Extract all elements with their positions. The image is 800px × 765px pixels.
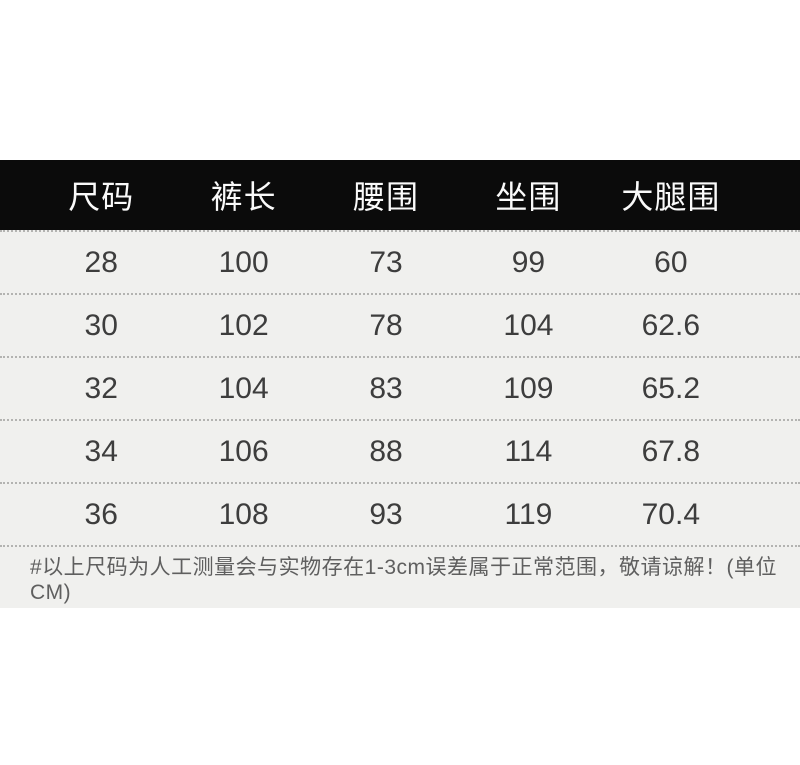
waist-cell: 93 — [369, 497, 403, 531]
col-header-hip: 坐围 — [495, 179, 562, 215]
thigh-cell: 65.2 — [641, 371, 701, 405]
waist-cell: 88 — [369, 434, 403, 468]
table-row: 36 108 93 119 70.4 — [0, 482, 800, 545]
pant-length-cell: 104 — [218, 371, 269, 405]
pant-length-cell: 102 — [218, 308, 269, 342]
col-header-size: 尺码 — [68, 179, 135, 215]
size-cell: 28 — [84, 245, 118, 279]
size-cell: 34 — [84, 434, 118, 468]
hip-cell: 119 — [504, 497, 553, 531]
pant-length-cell: 106 — [218, 434, 269, 468]
size-chart-body: 28 100 73 99 60 30 102 78 104 62.6 32 10… — [0, 230, 800, 608]
table-row: 32 104 83 109 65.2 — [0, 356, 800, 419]
waist-cell: 73 — [369, 245, 403, 279]
col-header-thigh: 大腿围 — [621, 179, 721, 215]
waist-cell: 78 — [369, 308, 403, 342]
table-row: 28 100 73 99 60 — [0, 230, 800, 293]
thigh-cell: 67.8 — [641, 434, 701, 468]
table-row: 34 106 88 114 67.8 — [0, 419, 800, 482]
hip-cell: 104 — [503, 308, 554, 342]
thigh-cell: 62.6 — [641, 308, 701, 342]
measurement-note: #以上尺码为人工测量会与实物存在1-3cm误差属于正常范围，敬请谅解！(单位CM… — [0, 545, 800, 608]
hip-cell: 114 — [504, 434, 553, 468]
col-header-pant-length: 裤长 — [210, 179, 277, 215]
size-chart: 尺码 裤长 腰围 坐围 大腿围 28 100 73 99 60 30 102 7… — [0, 160, 800, 608]
pant-length-cell: 108 — [218, 497, 269, 531]
waist-cell: 83 — [369, 371, 403, 405]
thigh-cell: 70.4 — [641, 497, 701, 531]
measurement-note-text: #以上尺码为人工测量会与实物存在1-3cm误差属于正常范围，敬请谅解！(单位CM… — [30, 555, 778, 604]
thigh-cell: 60 — [654, 245, 688, 279]
pant-length-cell: 100 — [218, 245, 269, 279]
size-cell: 30 — [84, 308, 118, 342]
hip-cell: 109 — [503, 371, 554, 405]
col-header-waist: 腰围 — [353, 179, 420, 215]
size-cell: 36 — [84, 497, 118, 531]
table-row: 30 102 78 104 62.6 — [0, 293, 800, 356]
size-chart-header-row: 尺码 裤长 腰围 坐围 大腿围 — [0, 160, 800, 230]
hip-cell: 99 — [511, 245, 546, 279]
size-cell: 32 — [84, 371, 118, 405]
